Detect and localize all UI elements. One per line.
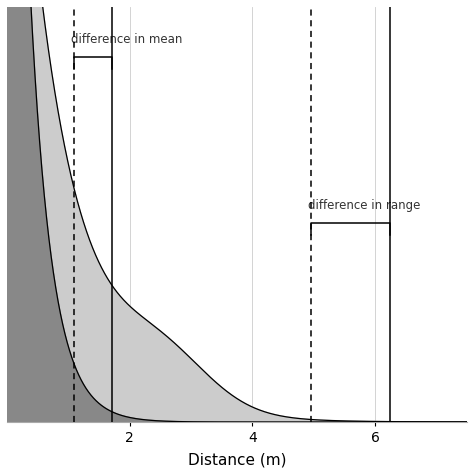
Text: difference in range: difference in range <box>308 200 420 212</box>
Text: difference in mean: difference in mean <box>72 33 183 46</box>
X-axis label: Distance (m): Distance (m) <box>188 452 286 467</box>
